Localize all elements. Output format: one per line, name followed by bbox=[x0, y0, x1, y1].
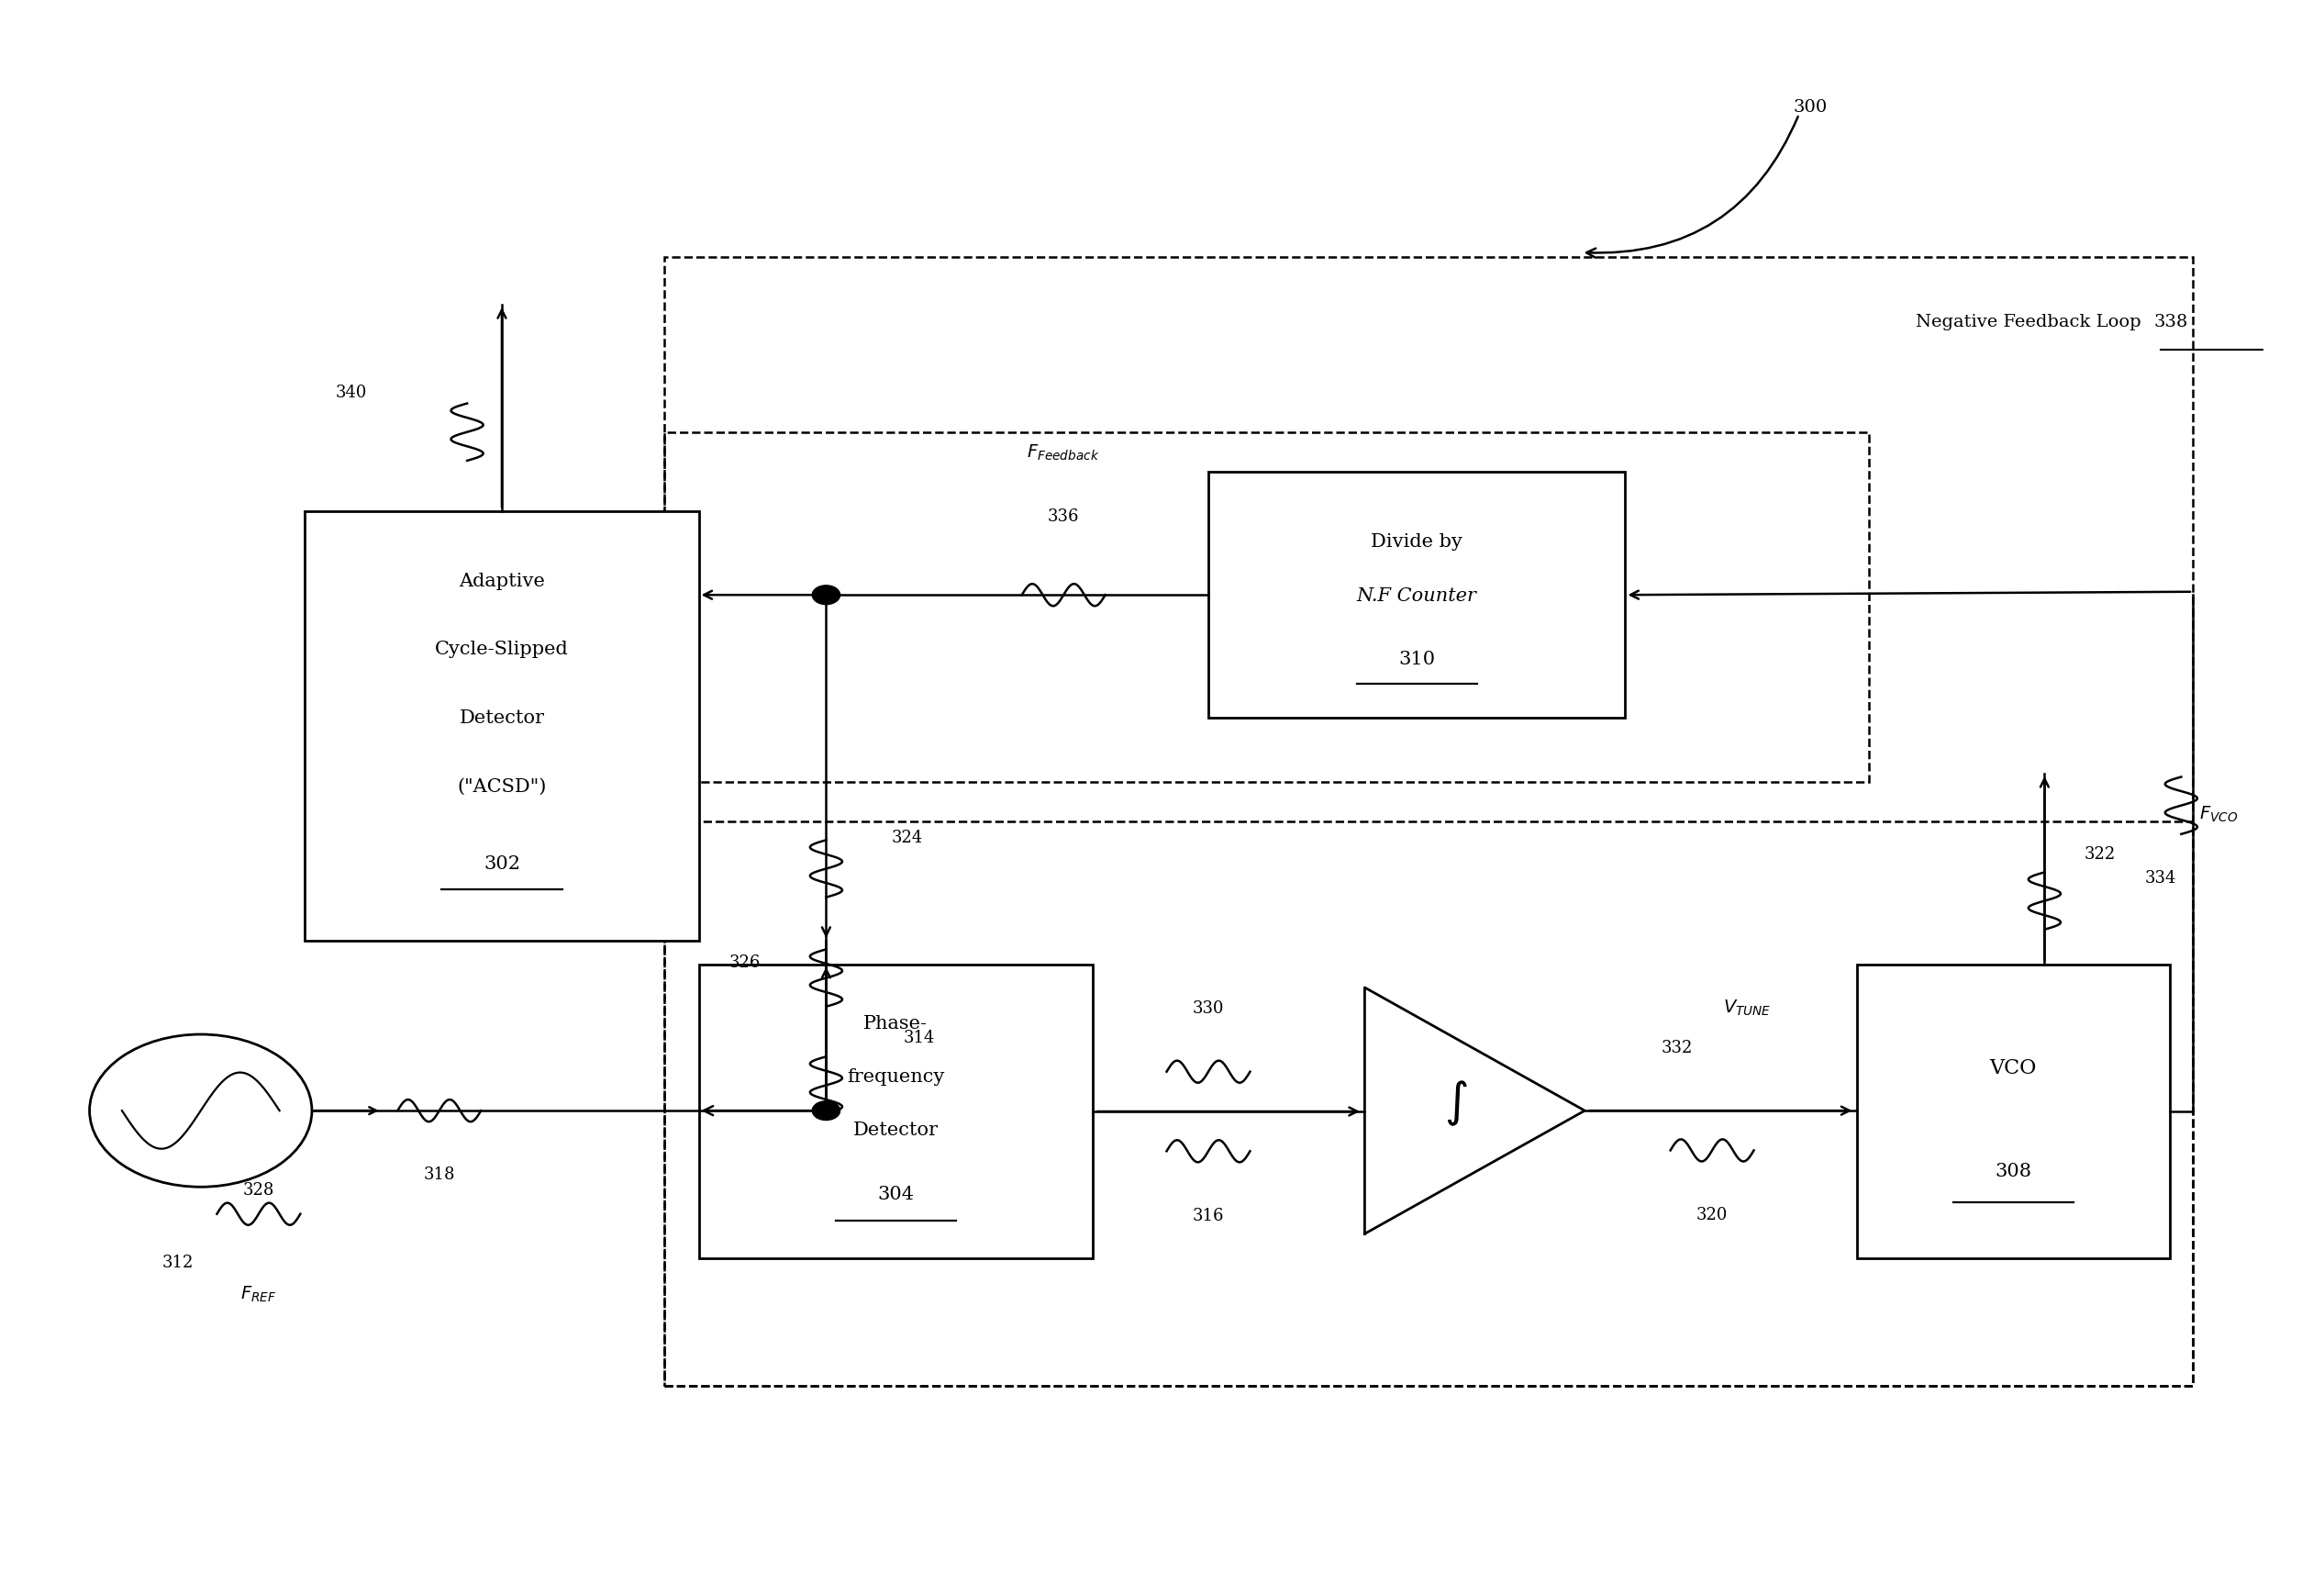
Text: 316: 316 bbox=[1192, 1207, 1225, 1223]
Text: 324: 324 bbox=[892, 828, 923, 846]
Circle shape bbox=[811, 1101, 839, 1120]
Text: Adaptive: Adaptive bbox=[458, 571, 544, 589]
Text: 300: 300 bbox=[1794, 99, 1827, 115]
FancyBboxPatch shape bbox=[700, 964, 1092, 1259]
Text: $F_{VCO}$: $F_{VCO}$ bbox=[2199, 804, 2238, 824]
Text: $F_{REF}$: $F_{REF}$ bbox=[242, 1283, 277, 1304]
Text: 304: 304 bbox=[876, 1186, 913, 1203]
Text: $V_{TUNE}$: $V_{TUNE}$ bbox=[1722, 998, 1771, 1017]
Text: 334: 334 bbox=[2145, 870, 2175, 886]
FancyBboxPatch shape bbox=[1208, 472, 1624, 718]
Text: ("ACSD"): ("ACSD") bbox=[458, 777, 546, 795]
Text: $\int$: $\int$ bbox=[1446, 1079, 1469, 1127]
Text: 338: 338 bbox=[2154, 313, 2187, 330]
Text: 336: 336 bbox=[1048, 508, 1078, 525]
Text: VCO: VCO bbox=[1989, 1058, 2036, 1077]
Text: frequency: frequency bbox=[846, 1068, 944, 1085]
Text: Detector: Detector bbox=[853, 1120, 939, 1138]
Text: N.F Counter: N.F Counter bbox=[1357, 587, 1476, 605]
Text: 314: 314 bbox=[904, 1029, 934, 1045]
Text: 332: 332 bbox=[1662, 1039, 1694, 1055]
Text: 308: 308 bbox=[1994, 1162, 2031, 1179]
Text: 310: 310 bbox=[1399, 651, 1436, 669]
Text: 328: 328 bbox=[242, 1181, 274, 1199]
Text: Cycle-Slipped: Cycle-Slipped bbox=[435, 640, 569, 658]
Text: 318: 318 bbox=[423, 1167, 456, 1183]
FancyBboxPatch shape bbox=[1857, 964, 2171, 1259]
Text: 340: 340 bbox=[335, 385, 367, 401]
Text: 322: 322 bbox=[2085, 846, 2115, 862]
Text: 320: 320 bbox=[1697, 1207, 1729, 1223]
Text: 312: 312 bbox=[163, 1253, 193, 1270]
Text: Detector: Detector bbox=[460, 709, 544, 726]
Circle shape bbox=[811, 586, 839, 605]
FancyBboxPatch shape bbox=[304, 512, 700, 942]
Text: Negative Feedback Loop: Negative Feedback Loop bbox=[1915, 313, 2147, 330]
Text: Phase-: Phase- bbox=[865, 1015, 927, 1033]
Text: 326: 326 bbox=[730, 954, 760, 970]
Text: $F_{Feedback}$: $F_{Feedback}$ bbox=[1027, 442, 1099, 463]
Polygon shape bbox=[1364, 988, 1585, 1234]
Text: Divide by: Divide by bbox=[1371, 533, 1462, 551]
Text: 330: 330 bbox=[1192, 1001, 1225, 1017]
Text: 302: 302 bbox=[483, 855, 521, 873]
